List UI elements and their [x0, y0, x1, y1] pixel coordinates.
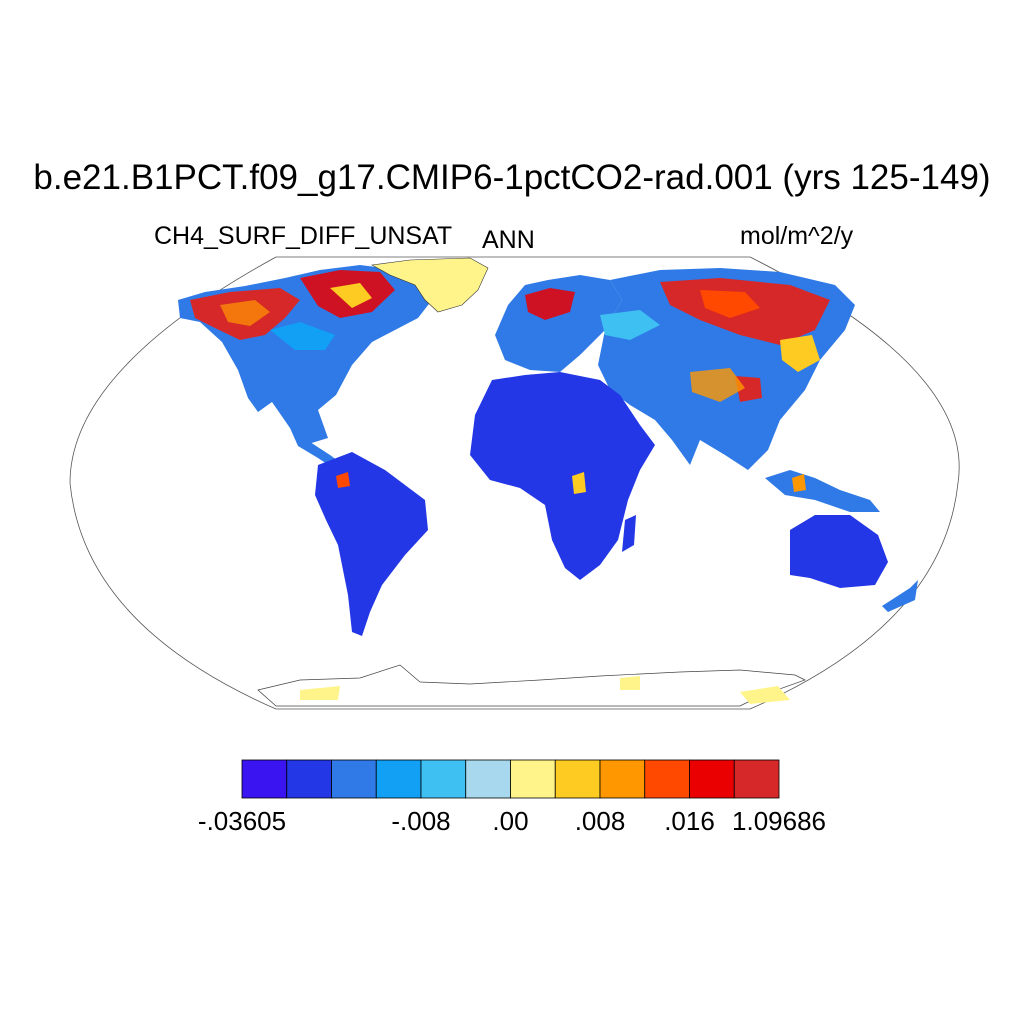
colorbar-swatch — [733, 759, 780, 799]
colorbar-swatch — [510, 759, 556, 799]
colorbar-swatch — [286, 759, 332, 799]
colorbar-swatch — [420, 759, 467, 799]
units-label: mol/m^2/y — [740, 222, 854, 250]
colorbar-swatch — [331, 759, 377, 799]
colorbar-tick-label: .008 — [574, 806, 626, 836]
colorbar-swatch — [554, 759, 601, 799]
greenland-landmass — [371, 257, 489, 313]
colorbar-swatch — [465, 759, 511, 799]
colorbar-swatch — [689, 759, 735, 799]
plot-title: b.e21.B1PCT.f09_g17.CMIP6-1pctCO2-rad.00… — [33, 158, 991, 197]
season-label: ANN — [482, 226, 535, 254]
colorbar-tick-label: -.03605 — [197, 806, 287, 836]
south-america-landmass — [315, 452, 428, 636]
colorbar-swatch — [599, 759, 646, 799]
colorbar — [241, 759, 780, 799]
colorbar-tick-label: .016 — [664, 806, 715, 836]
warm-anomaly-regions — [190, 270, 830, 704]
new-zealand-landmass — [882, 580, 918, 612]
colorbar-tick-label: -.008 — [391, 806, 451, 836]
variable-name-label: CH4_SURF_DIFF_UNSAT — [154, 222, 453, 250]
colorbar-tick-label: .00 — [492, 806, 529, 836]
colorbar-tick-label: 1.09686 — [732, 806, 826, 836]
africa-landmass — [470, 372, 655, 580]
colorbar-swatch — [375, 759, 422, 799]
madagascar-landmass — [622, 515, 636, 552]
colorbar-swatch — [241, 759, 288, 799]
central-america-landmass — [290, 428, 345, 470]
australia-landmass — [790, 515, 888, 588]
colorbar-swatch — [644, 759, 690, 799]
